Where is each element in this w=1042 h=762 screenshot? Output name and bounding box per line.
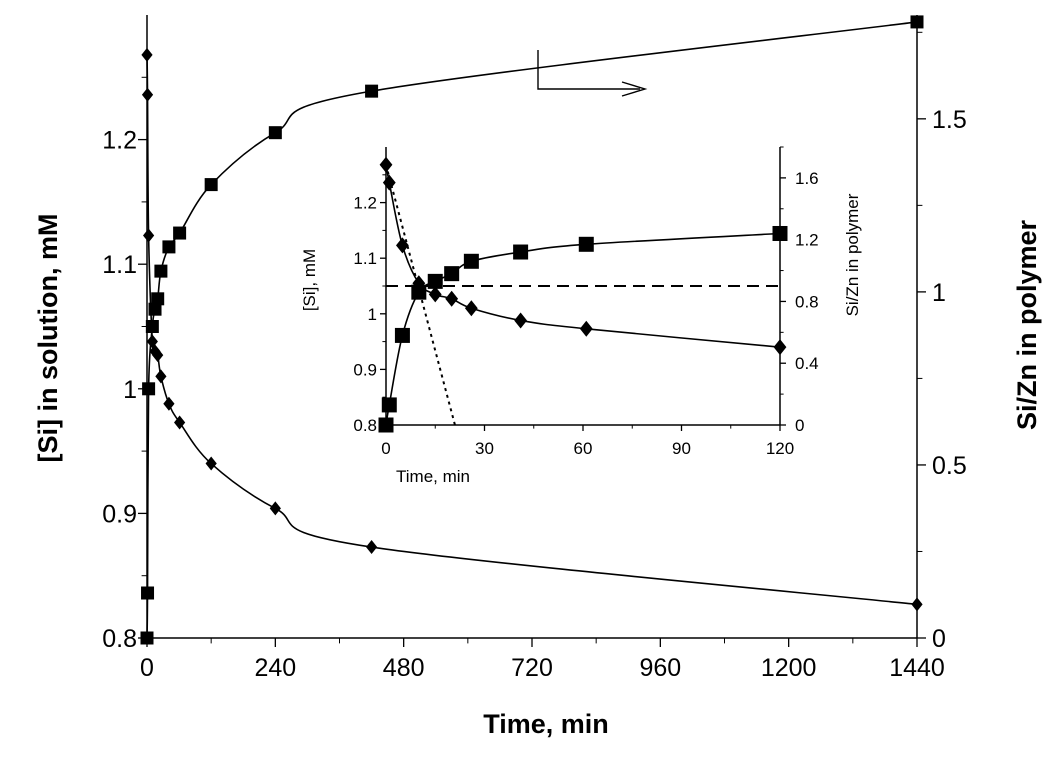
main-left-y-tick-label: 1 <box>123 376 137 404</box>
main-diamond-point <box>269 501 281 516</box>
main-x-axis-title: Time, min <box>483 709 609 739</box>
main-right-y-tick-label: 1 <box>932 279 946 307</box>
main-square-point <box>141 586 155 600</box>
inset-x-tick-label: 90 <box>672 439 691 458</box>
inset-diamond-point <box>396 237 409 254</box>
inset-right-y-tick-label: 1.2 <box>795 231 819 250</box>
inset-marks <box>378 156 788 433</box>
main-x-tick-label: 480 <box>383 654 425 682</box>
main-left-y-tick-label: 1.1 <box>102 251 137 279</box>
main-annotation-arrow <box>537 50 648 97</box>
inset-square-point <box>578 236 594 252</box>
main-square-point <box>173 226 187 240</box>
inset-diamond-point <box>445 290 459 307</box>
main-ticks: 0 240 480 720 960 1200 14400.80.911.11.200.511… <box>102 31 967 682</box>
main-square-point <box>910 15 924 29</box>
main-right-y-tick-label: 0.5 <box>932 452 967 480</box>
main-x-tick-label: 960 <box>639 654 681 682</box>
inset-square-point <box>463 253 479 269</box>
main-diamond-point <box>911 597 923 612</box>
main-diamond-point <box>174 415 186 430</box>
inset-x-tick-label: 30 <box>475 439 494 458</box>
inset-left-y-tick-label: 0.9 <box>353 360 377 379</box>
inset-diamond-point <box>579 320 593 337</box>
main-square-point <box>204 178 218 192</box>
inset-diamond-point <box>379 156 393 173</box>
main-x-tick-label: 720 <box>511 654 553 682</box>
main-left-y-tick-label: 1.2 <box>102 127 137 155</box>
inset-square-point <box>427 273 443 289</box>
main-square-point <box>268 126 282 140</box>
inset-square-point <box>411 284 427 300</box>
inset-diamond-point <box>382 174 396 191</box>
main-diamond-point <box>141 47 153 62</box>
inset-square-point <box>394 327 410 343</box>
main-right-axis-title: Si/Zn in polymer <box>1012 219 1042 430</box>
main-square-point <box>151 292 165 306</box>
inset-x-axis-title: Time, min <box>396 467 470 486</box>
annotation-arrow-line <box>537 50 640 90</box>
inset-left-axis-title: [Si], mM <box>300 249 319 311</box>
main-right-y-tick-label: 1.5 <box>932 106 967 134</box>
main-x-tick-label: 1440 <box>889 654 945 682</box>
main-diamond-point <box>143 228 155 243</box>
main-square-point <box>142 382 156 396</box>
main-square-point <box>145 320 159 333</box>
inset-right-y-tick-label: 1.6 <box>795 169 819 188</box>
annotation-arrow-head <box>621 81 648 97</box>
main-right-y-tick-label: 0 <box>932 625 946 653</box>
inset-diamond-point <box>773 339 787 356</box>
main-square-point <box>148 302 162 316</box>
inset-x-tick-label: 60 <box>574 439 593 458</box>
inset-right-y-tick-label: 0 <box>795 416 804 435</box>
inset-diamond-point <box>428 286 442 303</box>
main-x-tick-label: 1200 <box>761 654 817 682</box>
main-diamond-point <box>152 348 164 363</box>
inset-left-y-tick-label: 0.8 <box>353 416 377 435</box>
inset-left-y-tick-label: 1.2 <box>353 194 377 213</box>
inset-left-y-tick-label: 1 <box>368 305 377 324</box>
inset-right-y-tick-label: 0.8 <box>795 292 819 311</box>
main-x-tick-label: 240 <box>254 654 296 682</box>
inset-square-point <box>381 397 397 413</box>
main-square-point <box>154 264 168 278</box>
main-left-y-tick-label: 0.8 <box>102 625 137 653</box>
inset-diamond-point <box>514 312 528 329</box>
inset-square-point <box>378 417 394 433</box>
inset-ticks: 0 30 60 90 120 0.8 0.9 1 1.1 1.2 0 0.4 0.8 1.2 1.6 <box>353 146 819 458</box>
main-square-point <box>365 84 379 98</box>
main-diamond-point <box>155 369 167 384</box>
main-diamond-point <box>163 396 175 411</box>
main-square-point <box>140 631 154 645</box>
inset-square-point <box>772 225 788 241</box>
main-left-y-tick-label: 0.9 <box>102 500 137 528</box>
main-diamond-point <box>365 540 378 555</box>
main-diamond-point <box>205 456 217 471</box>
inset-x-tick-label: 0 <box>381 439 390 458</box>
inset-square-point <box>513 244 529 260</box>
inset-x-tick-label: 120 <box>766 439 794 458</box>
inset-right-y-tick-label: 0.4 <box>795 354 819 373</box>
inset-diamond-point <box>464 300 478 317</box>
main-x-tick-label: 0 <box>140 654 154 682</box>
inset-square-point <box>444 266 460 282</box>
main-marks <box>140 15 924 645</box>
inset-right-axis-title: Si/Zn in polymer <box>843 193 862 316</box>
main-square-point <box>162 240 176 254</box>
main-diamond-point <box>141 87 154 102</box>
main-left-axis-title: [Si] in solution, mM <box>33 214 63 463</box>
inset-left-y-tick-label: 1.1 <box>353 249 377 268</box>
